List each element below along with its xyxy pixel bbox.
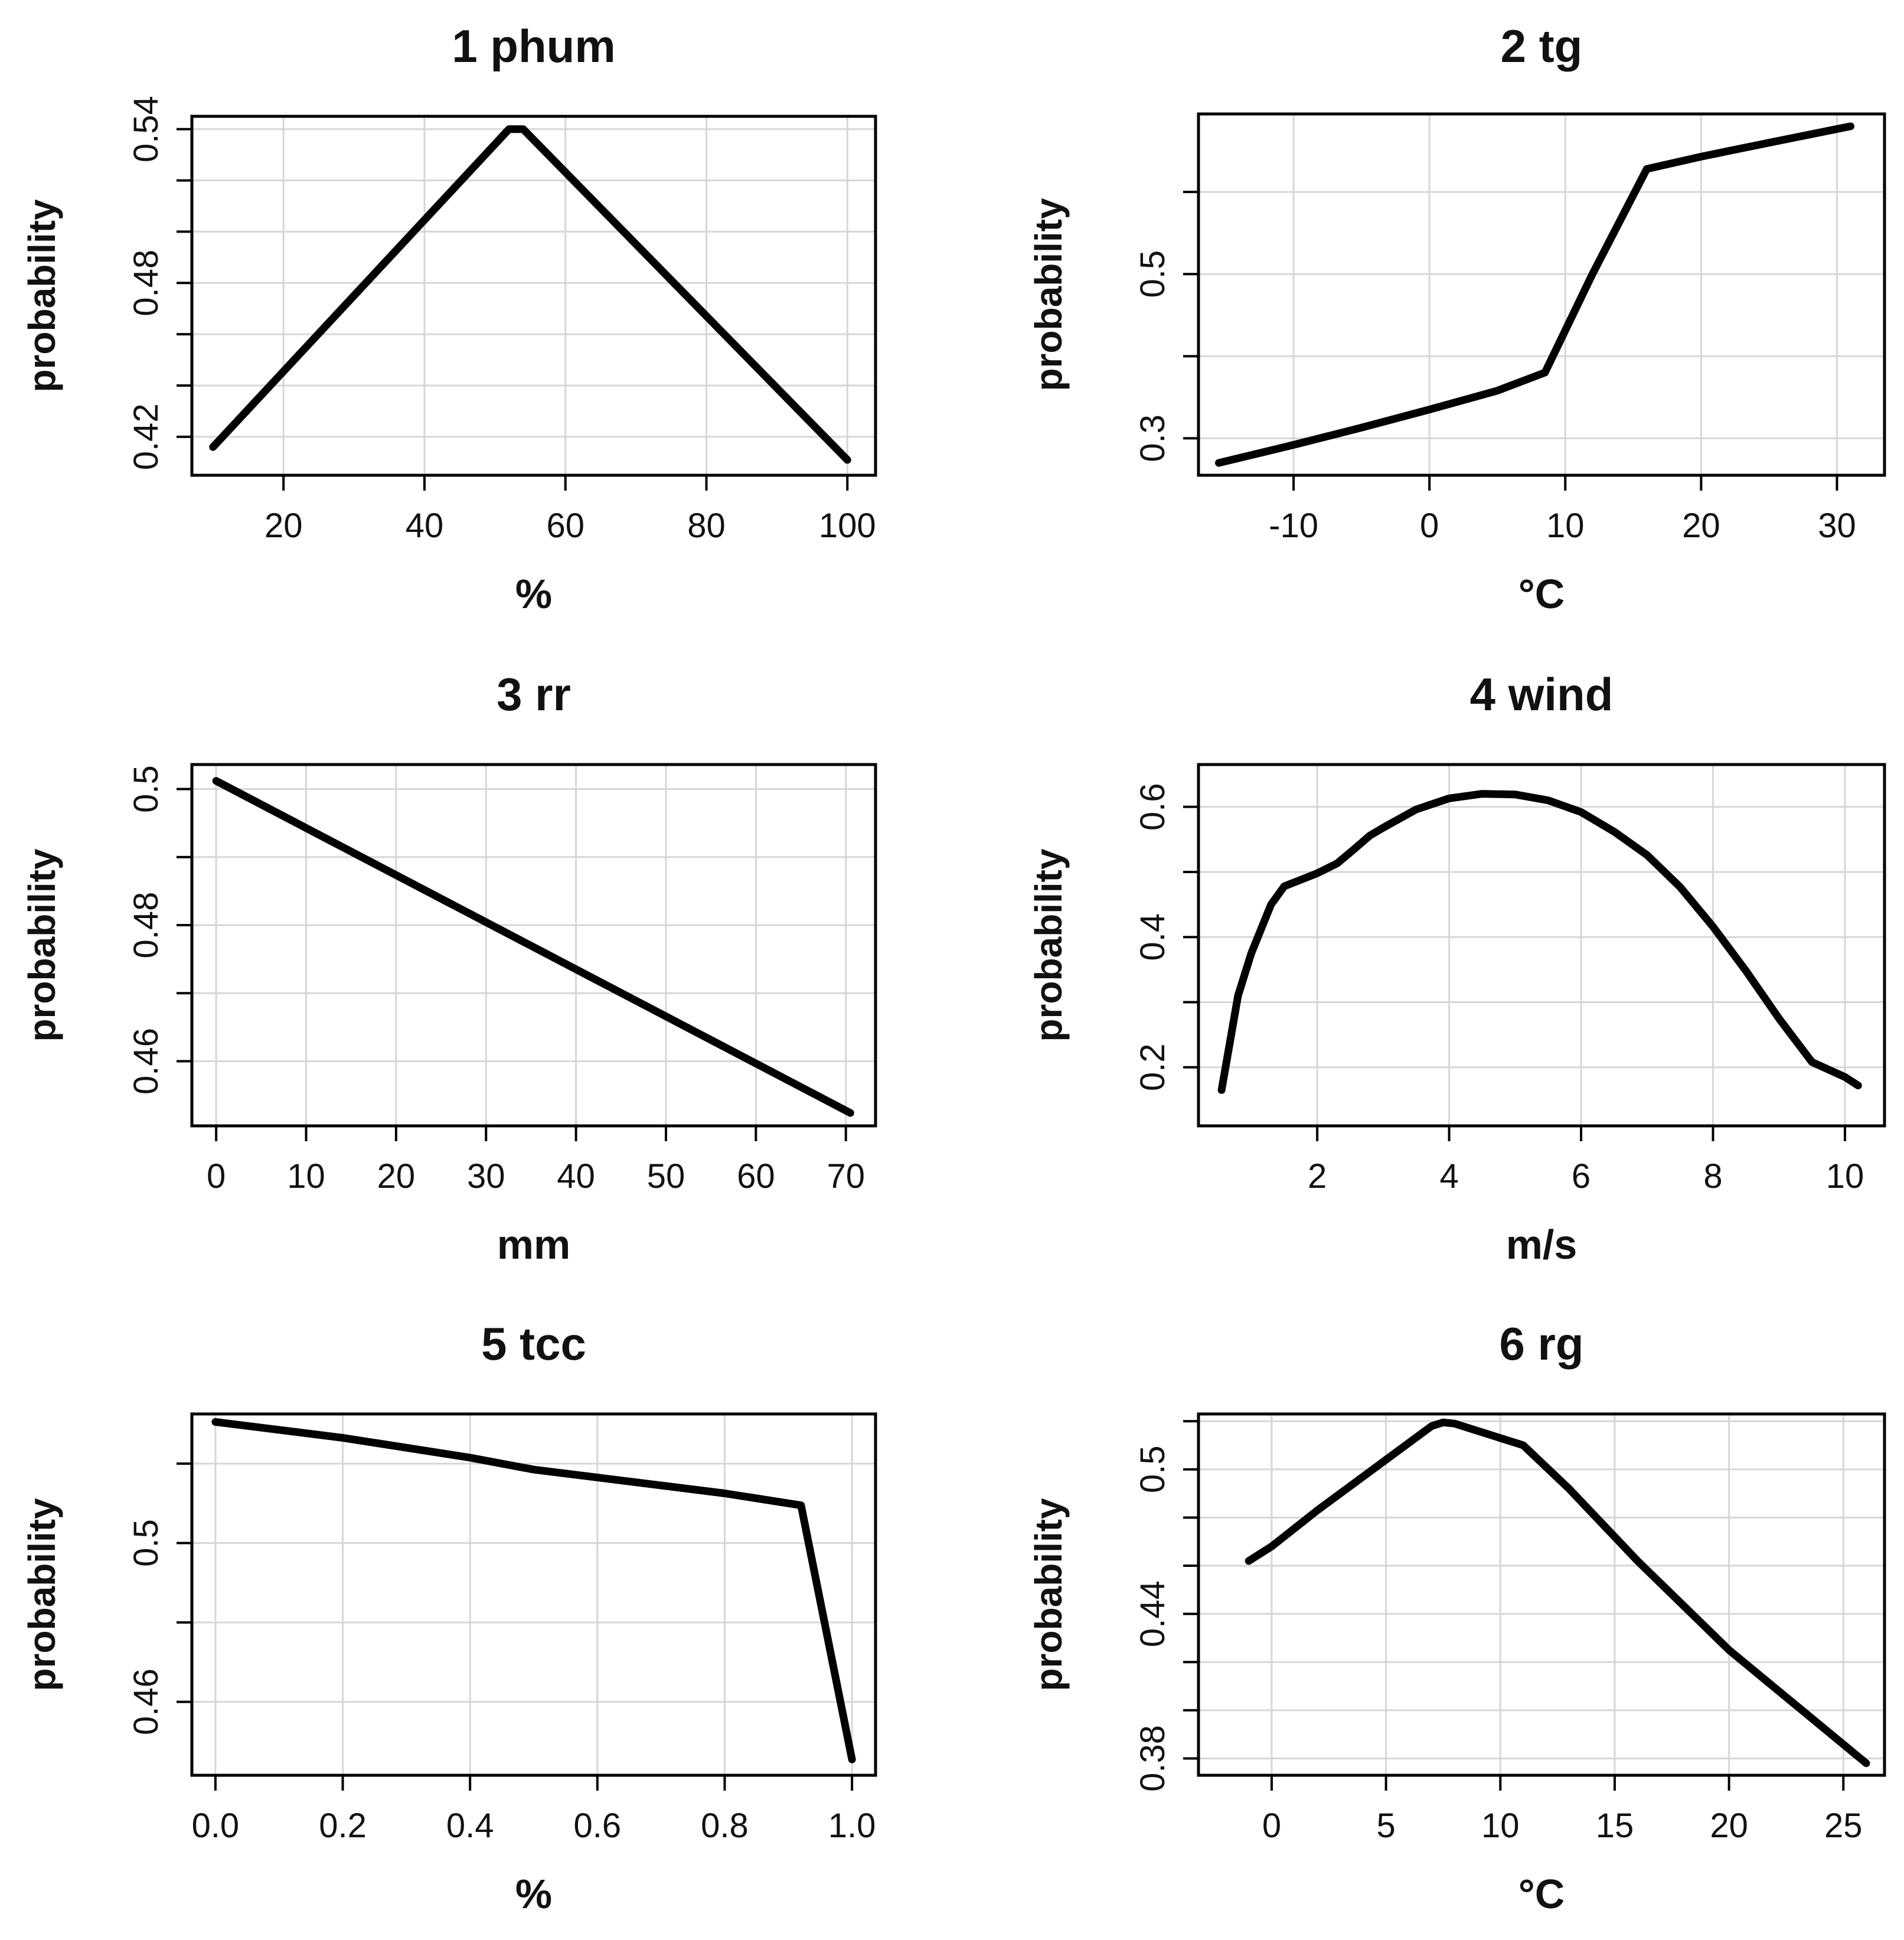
series-line (1245, 1418, 1870, 1768)
x-tick-label: 2 (1308, 1157, 1327, 1196)
chart-title: 6 rg (1499, 1318, 1583, 1370)
panel-5: 0.0 0.2 0.4 0.6 0.8 1.0 0.46 0.5 5 tcc% probabili… (21, 1318, 877, 1917)
x-tick-label: 6 (1572, 1157, 1591, 1196)
series-line (1217, 790, 1862, 1094)
y-tick-label: 0.5 (127, 1519, 165, 1567)
x-tick-label: 0.8 (701, 1807, 749, 1845)
chart-title: 4 wind (1470, 668, 1614, 720)
x-axis-label: % (515, 1871, 552, 1917)
x-tick-label: 1.0 (828, 1807, 876, 1845)
y-tick-label: 0.48 (127, 250, 165, 316)
x-axis-label: m/s (1506, 1222, 1578, 1268)
x-tick-label: 0.2 (319, 1807, 367, 1845)
y-tick-label: 0.44 (1134, 1580, 1172, 1647)
panel-1: 20 40 60 80 100 0.42 0.48 0.54 1 phum% probabilit… (21, 20, 877, 617)
chart-title: 1 phum (452, 20, 615, 72)
x-tick-label: 5 (1376, 1807, 1395, 1845)
x-tick-label: 40 (406, 507, 444, 545)
panel-2: -10 0 10 20 30 0.3 0.5 2 tg °C probability (1027, 20, 1886, 617)
x-axis-label: mm (497, 1222, 570, 1268)
plot-frame (1197, 1412, 1886, 1777)
x-tick-label: 40 (557, 1157, 595, 1196)
y-tick-label: 0.5 (1134, 1446, 1172, 1494)
x-tick-label: 30 (467, 1157, 505, 1196)
x-tick-label: 25 (1824, 1807, 1863, 1845)
y-tick-label: 0.46 (127, 1028, 165, 1095)
x-tick-label: 20 (264, 507, 303, 545)
x-tick-label: 0.6 (574, 1807, 622, 1845)
y-axis-label: probability (1027, 1498, 1070, 1691)
x-tick-label: 15 (1596, 1807, 1634, 1845)
y-axis-label: probability (21, 1498, 63, 1691)
x-tick-label: 10 (287, 1157, 325, 1196)
x-tick-label: 70 (827, 1157, 865, 1196)
panel-4: 2 4 6 8 10 0.2 0.4 0.6 4 wind m/s probability (1027, 668, 1886, 1268)
x-tick-label: 10 (1826, 1157, 1864, 1196)
y-axis-label: probability (21, 848, 63, 1042)
x-tick-label: 20 (1682, 507, 1720, 545)
x-tick-label: 20 (1710, 1807, 1748, 1845)
y-tick-label: 0.38 (1134, 1725, 1172, 1792)
x-tick-label: 0 (207, 1157, 226, 1196)
y-tick-label: 0.6 (1134, 783, 1172, 831)
y-tick-label: 0.54 (127, 96, 165, 162)
series-line (211, 1418, 856, 1763)
y-tick-label: 0.4 (1134, 913, 1172, 961)
plot-frame (190, 1412, 877, 1777)
y-axis-label: probability (21, 199, 63, 393)
series-line (1215, 122, 1854, 467)
x-tick-label: 30 (1818, 507, 1856, 545)
x-tick-label: 80 (687, 507, 726, 545)
x-tick-label: 0.0 (192, 1807, 240, 1845)
chart-title: 2 tg (1501, 20, 1583, 72)
y-tick-label: 0.3 (1134, 414, 1172, 462)
plot-frame (190, 763, 877, 1128)
y-tick-label: 0.48 (127, 892, 165, 959)
x-tick-label: 100 (819, 507, 876, 545)
x-tick-label: 10 (1481, 1807, 1520, 1845)
x-tick-label: 60 (737, 1157, 775, 1196)
x-tick-label: 20 (377, 1157, 416, 1196)
y-tick-label: 0.5 (1134, 250, 1172, 298)
plot-frame (1197, 763, 1886, 1128)
chart-title: 3 rr (497, 668, 571, 720)
panel-3: 0 10 20 30 40 50 60 70 0.46 0.48 0.5 3 rr mm probabil… (21, 668, 877, 1268)
y-tick-label: 0.46 (127, 1668, 165, 1735)
y-tick-label: 0.2 (1134, 1043, 1172, 1091)
x-tick-label: 4 (1439, 1157, 1458, 1196)
y-tick-label: 0.5 (127, 765, 165, 813)
x-axis-label: °C (1518, 571, 1565, 617)
x-tick-label: 60 (546, 507, 584, 545)
x-tick-label: -10 (1269, 507, 1318, 545)
y-axis-label: probability (1027, 848, 1070, 1042)
x-tick-label: 50 (647, 1157, 685, 1196)
y-axis-label: probability (1027, 198, 1070, 391)
x-tick-label: 8 (1703, 1157, 1722, 1196)
y-tick-label: 0.42 (127, 403, 165, 470)
chart-title: 5 tcc (481, 1318, 586, 1370)
plot-frame (190, 115, 877, 477)
panel-6: 0 5 10 15 20 25 0.38 0.44 0.5 6 rg °C probability (1027, 1318, 1886, 1917)
x-tick-label: 0 (1420, 507, 1439, 545)
x-tick-label: 0.4 (446, 1807, 494, 1845)
x-axis-label: % (515, 571, 552, 617)
x-axis-label: °C (1518, 1871, 1565, 1917)
series-line (212, 777, 854, 1117)
series-line (209, 125, 851, 464)
x-tick-label: 0 (1262, 1807, 1281, 1845)
x-tick-label: 10 (1546, 507, 1585, 545)
plot-frame (1197, 112, 1886, 477)
